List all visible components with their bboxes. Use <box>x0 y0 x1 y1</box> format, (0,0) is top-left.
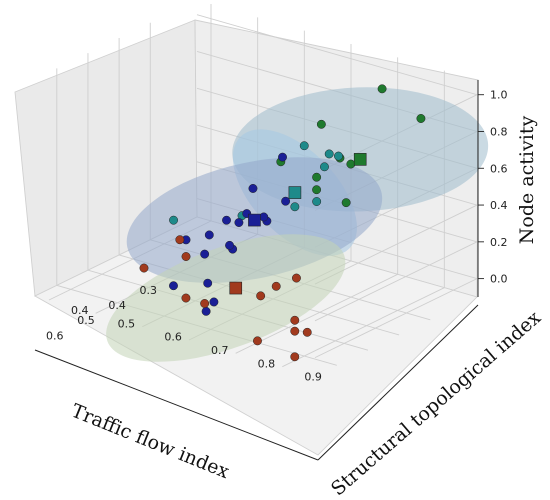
scatter-point <box>290 352 300 362</box>
scatter-point <box>234 218 244 228</box>
x-tick-label: 0.6 <box>46 329 64 342</box>
z-tick-label: 0.0 <box>490 273 508 286</box>
z-tick-label: 0.6 <box>490 162 508 175</box>
scatter-point <box>324 149 334 159</box>
scatter-point <box>316 119 326 129</box>
scatter-point <box>416 114 426 123</box>
scatter-point <box>346 159 356 169</box>
x-axis-line <box>34 349 319 461</box>
scatter-point <box>225 240 235 250</box>
scatter-point <box>200 249 210 259</box>
z-tick-label: 0.8 <box>490 125 508 138</box>
y-tick-label: 0.4 <box>71 304 89 317</box>
centroid-marker <box>248 213 261 227</box>
scatter-point <box>290 202 300 212</box>
y-tick-label: 0.5 <box>118 317 135 330</box>
centroid-marker <box>229 281 243 295</box>
scatter-point <box>169 215 179 225</box>
scatter-point <box>302 327 312 337</box>
cluster-ellipse <box>106 234 346 362</box>
tick-layer: 0.30.40.50.60.40.50.60.70.80.90.00.20.40… <box>46 89 507 384</box>
scatter-point <box>312 172 322 182</box>
scatter-point <box>139 263 149 273</box>
y-tick-label: 0.9 <box>304 371 322 384</box>
scatter-point <box>253 336 262 346</box>
scatter-point <box>169 281 178 291</box>
scatter-point <box>200 299 210 308</box>
scatter-point <box>175 235 185 245</box>
y-tick-label: 0.8 <box>258 357 276 370</box>
scatter-point <box>377 84 387 94</box>
scatter-point <box>222 215 231 225</box>
scatter-point <box>281 196 291 206</box>
scatter-point <box>181 293 191 303</box>
scatter-point <box>181 252 191 261</box>
scatter-point <box>290 326 300 336</box>
scatter-point <box>209 297 219 307</box>
point-layer <box>139 84 426 362</box>
x-tick-label: 0.3 <box>140 284 158 297</box>
scatter-point <box>299 141 309 151</box>
x-axis-title: Traffic flow index <box>68 400 232 484</box>
scatter-point <box>259 212 269 222</box>
scatter-point <box>203 278 213 288</box>
scatter-point <box>204 230 214 240</box>
scatter-point <box>248 184 258 193</box>
z-axis-title: Node activity <box>516 116 538 245</box>
y-axis-line <box>317 304 479 461</box>
scatter-point <box>341 198 351 208</box>
x-tick-label: 0.5 <box>77 314 95 327</box>
scatter-point <box>256 291 266 301</box>
scatter-point <box>271 281 281 291</box>
centroid-marker <box>353 153 367 166</box>
scatter-point <box>320 162 329 172</box>
scatter-point <box>312 185 322 195</box>
scatter-point <box>278 152 287 162</box>
y-tick-label: 0.6 <box>164 331 182 344</box>
x-tick-label: 0.4 <box>108 299 126 312</box>
scatter-point <box>334 151 343 161</box>
z-tick-label: 1.0 <box>490 89 508 102</box>
y-tick-label: 0.7 <box>211 344 229 357</box>
scatter-point <box>312 197 322 206</box>
centroid-marker <box>288 186 302 199</box>
scatter-point <box>291 273 301 283</box>
scatter-point <box>201 306 211 316</box>
scatter-point <box>290 315 300 325</box>
z-tick-label: 0.4 <box>490 199 508 212</box>
z-tick-label: 0.2 <box>490 236 508 249</box>
